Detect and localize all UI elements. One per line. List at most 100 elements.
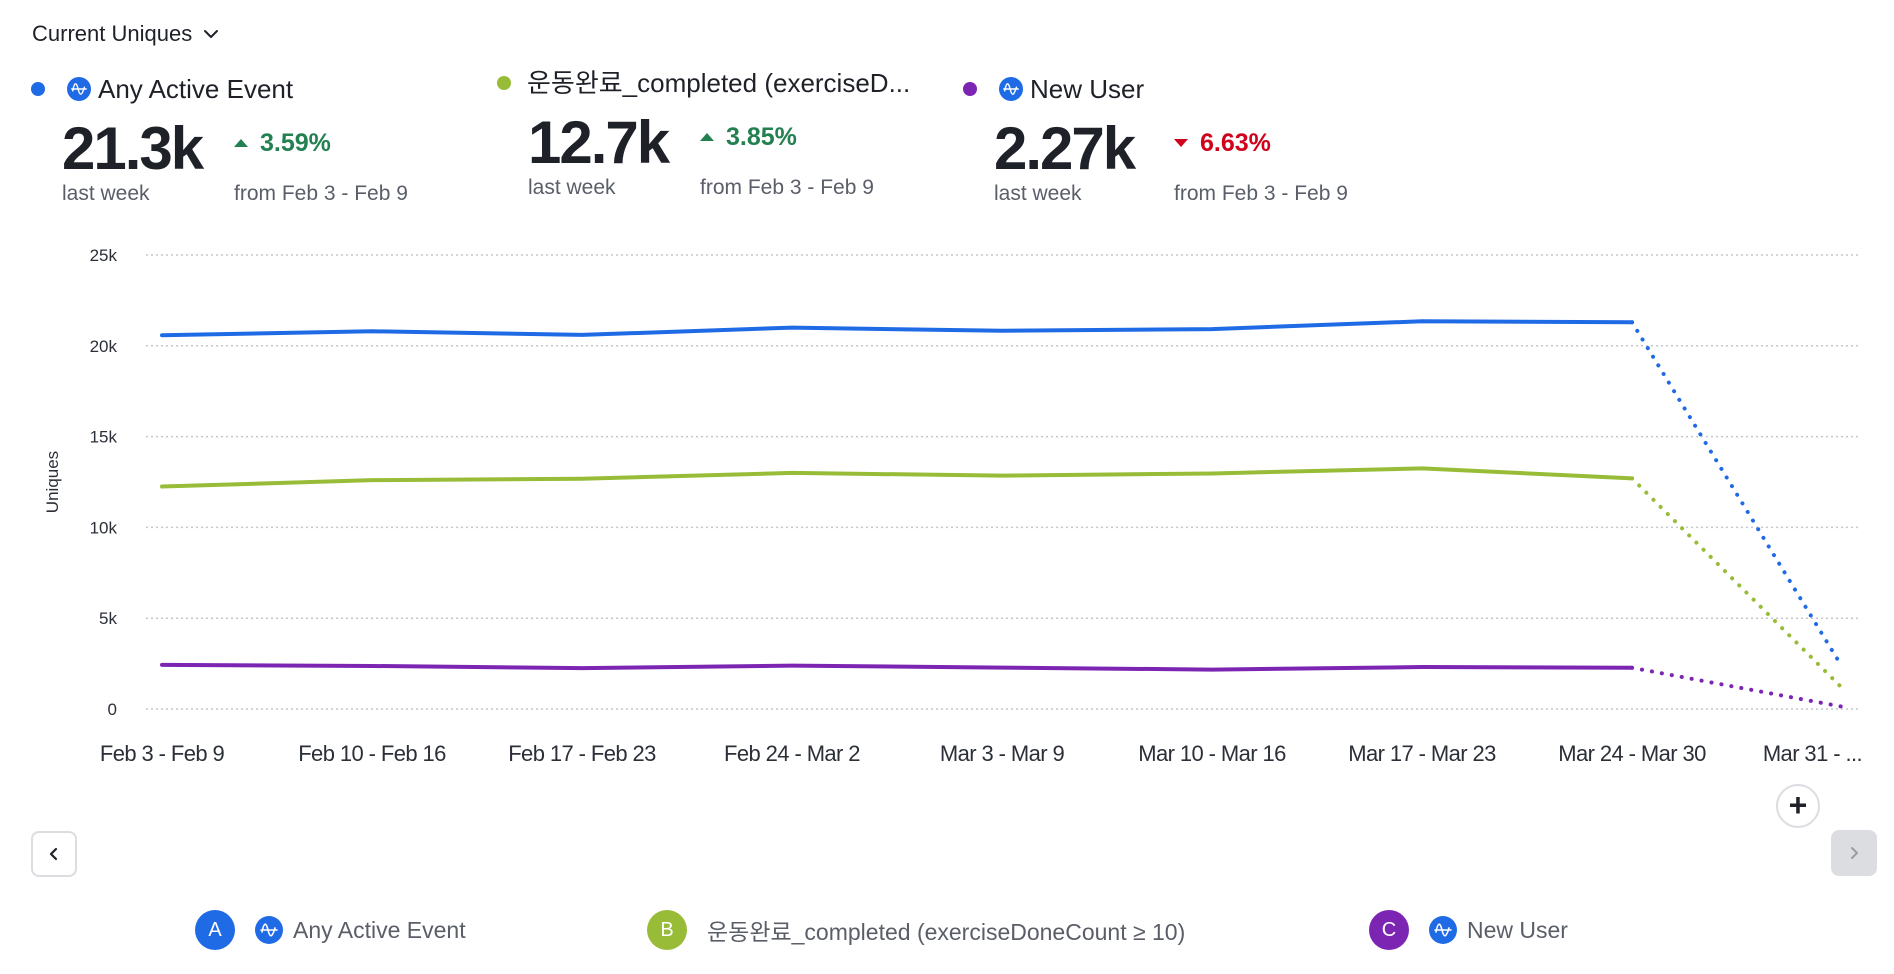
data-point[interactable] bbox=[366, 660, 378, 672]
y-axis-ticks: 0 5k 10k 15k 20k 25k bbox=[90, 246, 118, 719]
data-point[interactable] bbox=[1206, 664, 1218, 676]
series-letter-badge: B bbox=[647, 910, 687, 950]
x-tick-label: Feb 10 - Feb 16 bbox=[298, 741, 446, 766]
metric-dropdown[interactable]: Current Uniques bbox=[32, 20, 220, 48]
data-point[interactable] bbox=[786, 467, 798, 479]
data-point[interactable] bbox=[996, 662, 1008, 674]
series-incomplete-line[interactable] bbox=[1630, 476, 1844, 690]
data-point[interactable] bbox=[1836, 682, 1848, 694]
change-percent: 6.63% bbox=[1200, 129, 1271, 157]
series-letter-badge: A bbox=[195, 910, 235, 950]
x-tick-label: Feb 3 - Feb 9 bbox=[100, 741, 225, 766]
series-color-dot bbox=[31, 82, 45, 96]
value-caption: last week bbox=[994, 182, 1082, 205]
series-name: Any Active Event bbox=[98, 74, 294, 104]
metric-dropdown-label: Current Uniques bbox=[32, 21, 193, 46]
metric-value: 2.27k bbox=[994, 115, 1136, 182]
legend-item-a[interactable]: A Any Active Event bbox=[195, 910, 466, 950]
data-point[interactable] bbox=[1416, 462, 1428, 474]
value-caption: last week bbox=[62, 182, 150, 205]
data-point[interactable] bbox=[1416, 661, 1428, 673]
metric-value-row: 2.27k 6.63% bbox=[994, 118, 1423, 180]
y-tick-label: 10k bbox=[90, 518, 118, 537]
metric-change: 3.59% bbox=[234, 128, 331, 158]
chevron-down-icon bbox=[204, 30, 219, 38]
data-point[interactable] bbox=[576, 329, 588, 341]
metric-change: 6.63% bbox=[1174, 128, 1271, 158]
series-line[interactable] bbox=[160, 319, 1634, 338]
series-2 bbox=[156, 462, 1848, 694]
trend-down-icon bbox=[1174, 139, 1188, 147]
x-tick-label: Feb 17 - Feb 23 bbox=[508, 741, 656, 766]
series-name: New User bbox=[1030, 74, 1145, 104]
summary-legend[interactable]: 운동완료_completed (exerciseD... bbox=[497, 66, 957, 100]
data-point[interactable] bbox=[366, 474, 378, 486]
metric-value: 12.7k bbox=[528, 109, 670, 176]
y-tick-label: 0 bbox=[108, 700, 117, 719]
change-caption: from Feb 3 - Feb 9 bbox=[1174, 182, 1348, 205]
summary-any-active-event: Any Active Event 21.3k 3.59% last week f… bbox=[31, 72, 471, 208]
data-point[interactable] bbox=[1206, 467, 1218, 479]
data-point[interactable] bbox=[1206, 323, 1218, 335]
data-point[interactable] bbox=[1836, 701, 1848, 713]
data-point[interactable] bbox=[1626, 472, 1638, 484]
previous-page-button[interactable] bbox=[31, 831, 77, 877]
data-point[interactable] bbox=[156, 329, 168, 341]
series-name: 운동완료_completed (exerciseD... bbox=[527, 68, 911, 98]
caption-row: last week from Feb 3 - Feb 9 bbox=[994, 180, 1423, 208]
y-tick-label: 25k bbox=[90, 246, 118, 265]
series-color-dot bbox=[497, 76, 511, 90]
legend-label: Any Active Event bbox=[293, 916, 466, 943]
y-axis-label: Uniques bbox=[43, 451, 62, 513]
amplitude-icon bbox=[999, 77, 1023, 101]
data-point[interactable] bbox=[996, 325, 1008, 337]
data-point[interactable] bbox=[1416, 315, 1428, 327]
series-1 bbox=[156, 315, 1848, 673]
x-tick-label: Mar 10 - Mar 16 bbox=[1138, 741, 1286, 766]
add-button[interactable]: + bbox=[1776, 784, 1820, 828]
amplitude-icon bbox=[67, 77, 91, 101]
gridlines bbox=[146, 254, 1858, 710]
change-caption: from Feb 3 - Feb 9 bbox=[700, 176, 874, 199]
series-3 bbox=[156, 659, 1848, 713]
metric-value: 21.3k bbox=[62, 115, 204, 182]
data-point[interactable] bbox=[366, 325, 378, 337]
x-tick-label: Feb 24 - Mar 2 bbox=[724, 741, 860, 766]
x-tick-label: Mar 31 - ... bbox=[1763, 741, 1862, 766]
legend-item-c[interactable]: C New User bbox=[1369, 910, 1568, 950]
series-line[interactable] bbox=[160, 662, 1634, 672]
series-letter-badge: C bbox=[1369, 910, 1409, 950]
data-point[interactable] bbox=[1626, 316, 1638, 328]
trend-up-icon bbox=[700, 133, 714, 141]
amplitude-icon bbox=[255, 916, 283, 944]
data-point[interactable] bbox=[786, 660, 798, 672]
series-incomplete-line[interactable] bbox=[1630, 320, 1844, 669]
summary-legend[interactable]: New User bbox=[963, 72, 1423, 106]
summary-exercise-completed: 운동완료_completed (exerciseD... 12.7k 3.85%… bbox=[497, 66, 957, 202]
caption-row: last week from Feb 3 - Feb 9 bbox=[528, 174, 957, 202]
series-line[interactable] bbox=[160, 466, 1634, 489]
data-point[interactable] bbox=[576, 473, 588, 485]
x-tick-label: Mar 3 - Mar 9 bbox=[940, 741, 1065, 766]
chevron-right-icon bbox=[1851, 847, 1858, 859]
series-incomplete-line[interactable] bbox=[1630, 665, 1844, 709]
data-point[interactable] bbox=[156, 481, 168, 493]
trend-up-icon bbox=[234, 139, 248, 147]
data-point[interactable] bbox=[996, 470, 1008, 482]
next-page-button[interactable] bbox=[1831, 830, 1877, 876]
change-percent: 3.85% bbox=[726, 123, 797, 151]
data-point[interactable] bbox=[1836, 661, 1848, 673]
legend-label: 운동완료_completed (exerciseDoneCount ≥ 10) bbox=[707, 919, 1186, 945]
data-point[interactable] bbox=[1626, 662, 1638, 674]
metric-value-row: 12.7k 3.85% bbox=[528, 112, 957, 174]
summary-new-user: New User 2.27k 6.63% last week from Feb … bbox=[963, 72, 1423, 208]
amplitude-icon bbox=[1429, 916, 1457, 944]
data-point[interactable] bbox=[786, 322, 798, 334]
legend-item-b[interactable]: B 운동완료_completed (exerciseDoneCount ≥ 10… bbox=[647, 910, 1185, 950]
data-point[interactable] bbox=[156, 659, 168, 671]
x-axis-ticks: Feb 3 - Feb 9 Feb 10 - Feb 16 Feb 17 - Feb… bbox=[100, 741, 1863, 766]
metric-change: 3.85% bbox=[700, 122, 797, 152]
data-point[interactable] bbox=[576, 662, 588, 674]
summary-legend[interactable]: Any Active Event bbox=[31, 72, 471, 106]
